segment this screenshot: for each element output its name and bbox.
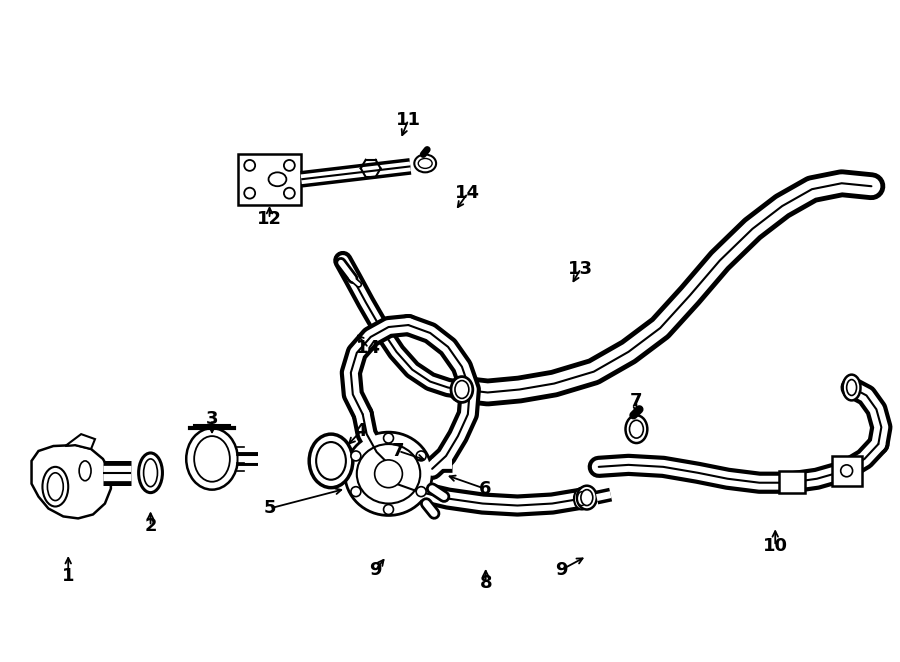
Ellipse shape bbox=[414, 154, 436, 172]
Ellipse shape bbox=[310, 434, 353, 488]
Ellipse shape bbox=[268, 172, 286, 186]
Text: 11: 11 bbox=[396, 111, 421, 129]
Polygon shape bbox=[32, 445, 111, 518]
Text: 4: 4 bbox=[355, 422, 367, 440]
Ellipse shape bbox=[356, 444, 420, 504]
Text: 7: 7 bbox=[630, 393, 643, 410]
FancyBboxPatch shape bbox=[238, 154, 302, 205]
Ellipse shape bbox=[455, 381, 469, 399]
Ellipse shape bbox=[574, 488, 590, 510]
Circle shape bbox=[374, 460, 402, 488]
FancyBboxPatch shape bbox=[779, 471, 805, 493]
Circle shape bbox=[416, 451, 426, 461]
Circle shape bbox=[284, 160, 295, 171]
Text: 6: 6 bbox=[479, 480, 491, 498]
Circle shape bbox=[244, 160, 255, 171]
Text: 8: 8 bbox=[480, 574, 492, 592]
Text: 2: 2 bbox=[144, 517, 157, 536]
Ellipse shape bbox=[451, 377, 472, 402]
Ellipse shape bbox=[418, 158, 432, 168]
Text: 3: 3 bbox=[206, 410, 219, 428]
Polygon shape bbox=[66, 434, 95, 449]
Ellipse shape bbox=[629, 420, 643, 438]
Text: 5: 5 bbox=[264, 500, 275, 518]
Ellipse shape bbox=[578, 492, 586, 506]
Ellipse shape bbox=[139, 453, 162, 493]
Ellipse shape bbox=[194, 436, 230, 482]
Ellipse shape bbox=[842, 375, 860, 401]
Ellipse shape bbox=[79, 461, 91, 481]
Text: 12: 12 bbox=[257, 210, 282, 228]
Ellipse shape bbox=[186, 428, 238, 490]
Ellipse shape bbox=[847, 379, 857, 395]
FancyBboxPatch shape bbox=[832, 456, 861, 486]
Text: 14: 14 bbox=[455, 184, 481, 202]
Text: 7: 7 bbox=[392, 442, 405, 460]
Circle shape bbox=[383, 433, 393, 443]
Ellipse shape bbox=[48, 473, 63, 500]
Circle shape bbox=[284, 188, 295, 199]
Text: 13: 13 bbox=[569, 260, 593, 277]
Ellipse shape bbox=[626, 415, 647, 443]
Circle shape bbox=[351, 487, 361, 496]
Text: 14: 14 bbox=[356, 339, 382, 357]
Circle shape bbox=[383, 504, 393, 514]
Circle shape bbox=[351, 451, 361, 461]
Circle shape bbox=[841, 465, 852, 477]
Circle shape bbox=[244, 188, 255, 199]
Text: 9: 9 bbox=[369, 561, 382, 579]
Ellipse shape bbox=[316, 442, 346, 480]
Ellipse shape bbox=[580, 490, 593, 506]
Ellipse shape bbox=[577, 486, 597, 510]
Text: 10: 10 bbox=[762, 537, 788, 555]
Circle shape bbox=[416, 487, 426, 496]
Ellipse shape bbox=[42, 467, 68, 506]
Ellipse shape bbox=[345, 432, 432, 516]
Text: 9: 9 bbox=[554, 561, 567, 579]
Text: 1: 1 bbox=[62, 567, 75, 585]
Ellipse shape bbox=[144, 459, 158, 487]
